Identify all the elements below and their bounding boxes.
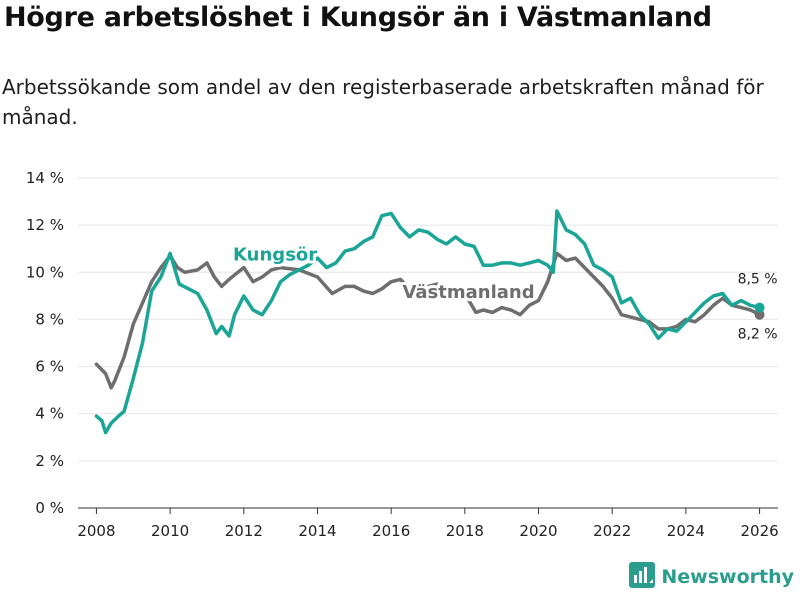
bar-chart-logo-icon — [629, 562, 656, 592]
newsworthy-brand[interactable]: Newsworthy — [629, 562, 794, 592]
x-tick-label: 2020 — [519, 522, 557, 540]
series-label-halo-vastmanland: Västmanland — [402, 282, 534, 303]
end-point-vastmanland[interactable] — [754, 309, 765, 320]
x-tick-label: 2012 — [225, 522, 263, 540]
x-tick-label: 2008 — [77, 522, 115, 540]
series-label-vastmanland: Västmanland — [402, 282, 534, 303]
y-tick-label: 10 % — [26, 263, 64, 281]
chart-subtitle: Arbetssökande som andel av den registerb… — [2, 75, 764, 129]
end-value-label-vastmanland: 8,2 % — [738, 327, 778, 343]
grid-layer — [78, 177, 778, 509]
x-tick-label: 2024 — [667, 522, 705, 540]
series-label-halo-kungsor: Kungsör — [233, 245, 317, 266]
y-tick-label: 6 % — [35, 358, 64, 376]
y-tick-label: 2 % — [35, 452, 64, 470]
x-tick-label: 2016 — [372, 522, 410, 540]
axis-layer: 0 % 2 % 4 % 6 % 8 % 10 % 12 % 14 % 2008 2010 2012 2… — [26, 169, 779, 540]
label-layer: KungsörKungsörVästmanlandVästmanland8,5 … — [230, 242, 778, 343]
chart-title: Högre arbetslöshet i Kungsör än i Västma… — [4, 2, 712, 33]
end-value-label-kungsor: 8,5 % — [738, 272, 778, 288]
x-tick-label: 2014 — [298, 522, 336, 540]
x-tick-label: 2018 — [446, 522, 484, 540]
series-line-vastmanland[interactable] — [94, 251, 762, 390]
series-label-kungsor: Kungsör — [233, 245, 317, 266]
x-tick-label: 2026 — [740, 522, 778, 540]
y-tick-label: 8 % — [35, 310, 64, 328]
y-tick-label: 0 % — [35, 499, 64, 517]
x-tick-label: 2010 — [151, 522, 189, 540]
series-line-kungsor[interactable] — [94, 209, 762, 435]
series-layer — [94, 209, 765, 435]
y-tick-label: 14 % — [26, 169, 64, 187]
end-point-kungsor[interactable] — [754, 302, 765, 313]
brand-name: Newsworthy — [661, 566, 794, 588]
x-tick-label: 2022 — [593, 522, 631, 540]
y-tick-label: 4 % — [35, 405, 64, 423]
y-tick-label: 12 % — [26, 216, 64, 234]
